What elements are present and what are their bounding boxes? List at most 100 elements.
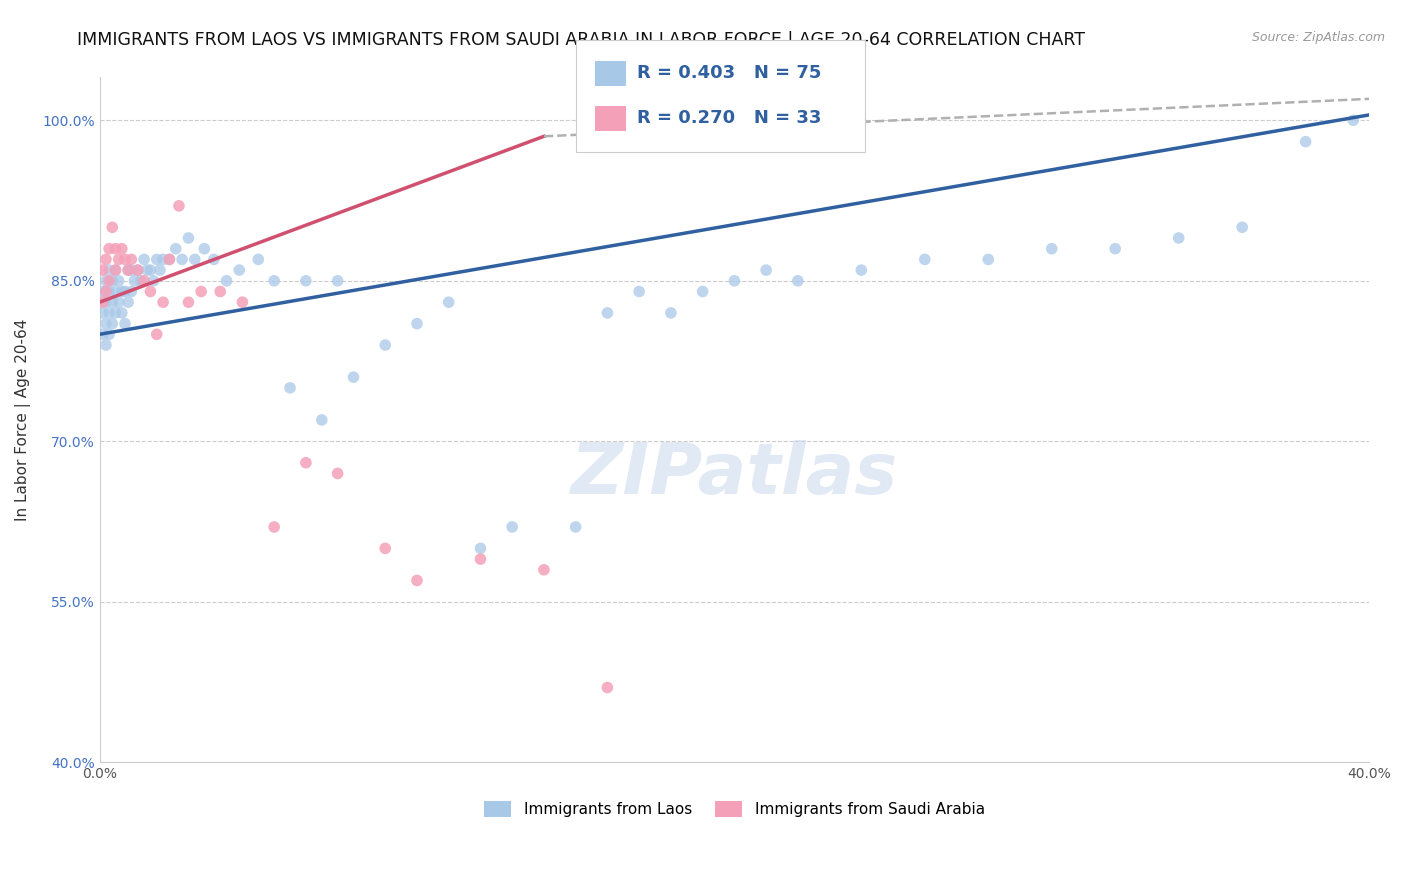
- Point: [104, 242, 127, 256]
- Point: [114, 285, 136, 299]
- Point: [202, 252, 225, 267]
- Point: [139, 263, 162, 277]
- Point: [228, 263, 250, 277]
- Point: [295, 456, 318, 470]
- Point: [91, 295, 114, 310]
- Point: [98, 274, 121, 288]
- Point: [117, 295, 139, 310]
- Point: [136, 263, 159, 277]
- Y-axis label: In Labor Force | Age 20-64: In Labor Force | Age 20-64: [15, 318, 31, 521]
- Point: [152, 295, 174, 310]
- Point: [247, 252, 270, 267]
- Point: [94, 295, 117, 310]
- Point: [470, 541, 492, 556]
- Point: [139, 285, 162, 299]
- Point: [167, 199, 190, 213]
- Point: [91, 285, 114, 299]
- Point: [406, 317, 429, 331]
- Point: [104, 285, 127, 299]
- Point: [165, 242, 187, 256]
- Point: [177, 295, 200, 310]
- Point: [193, 242, 215, 256]
- Point: [145, 327, 167, 342]
- Point: [98, 285, 121, 299]
- Point: [157, 252, 180, 267]
- Point: [111, 285, 134, 299]
- Point: [94, 317, 117, 331]
- Text: R = 0.270   N = 33: R = 0.270 N = 33: [637, 110, 821, 128]
- Point: [111, 306, 134, 320]
- Point: [101, 295, 124, 310]
- Point: [127, 263, 149, 277]
- Point: [326, 274, 349, 288]
- Point: [596, 306, 619, 320]
- Point: [132, 274, 155, 288]
- Point: [755, 263, 778, 277]
- Point: [107, 252, 129, 267]
- Point: [501, 520, 523, 534]
- Point: [231, 295, 253, 310]
- Point: [127, 263, 149, 277]
- Text: IMMIGRANTS FROM LAOS VS IMMIGRANTS FROM SAUDI ARABIA IN LABOR FORCE | AGE 20-64 : IMMIGRANTS FROM LAOS VS IMMIGRANTS FROM …: [77, 31, 1085, 49]
- Point: [104, 263, 127, 277]
- Point: [91, 263, 114, 277]
- Point: [1341, 113, 1364, 128]
- Point: [215, 274, 238, 288]
- Point: [101, 274, 124, 288]
- Point: [295, 274, 318, 288]
- Point: [145, 252, 167, 267]
- Point: [311, 413, 333, 427]
- Point: [98, 306, 121, 320]
- Point: [184, 252, 207, 267]
- Point: [94, 252, 117, 267]
- Point: [157, 252, 180, 267]
- Point: [374, 541, 396, 556]
- Point: [98, 242, 121, 256]
- Point: [101, 220, 124, 235]
- Legend: Immigrants from Laos, Immigrants from Saudi Arabia: Immigrants from Laos, Immigrants from Sa…: [478, 795, 991, 823]
- Point: [114, 252, 136, 267]
- Point: [326, 467, 349, 481]
- Point: [723, 274, 745, 288]
- Point: [628, 285, 651, 299]
- Point: [786, 274, 808, 288]
- Point: [533, 563, 555, 577]
- Point: [120, 252, 142, 267]
- Point: [437, 295, 460, 310]
- Point: [94, 285, 117, 299]
- Point: [172, 252, 194, 267]
- Point: [117, 263, 139, 277]
- Point: [596, 681, 619, 695]
- Point: [1167, 231, 1189, 245]
- Point: [94, 274, 117, 288]
- Point: [851, 263, 873, 277]
- Point: [94, 338, 117, 352]
- Point: [177, 231, 200, 245]
- Point: [564, 520, 586, 534]
- Point: [142, 274, 165, 288]
- Point: [659, 306, 682, 320]
- Point: [101, 317, 124, 331]
- Point: [111, 242, 134, 256]
- Point: [98, 263, 121, 277]
- Text: R = 0.403   N = 75: R = 0.403 N = 75: [637, 64, 821, 82]
- Point: [98, 327, 121, 342]
- Text: Source: ZipAtlas.com: Source: ZipAtlas.com: [1251, 31, 1385, 45]
- Point: [152, 252, 174, 267]
- Point: [374, 338, 396, 352]
- Point: [1230, 220, 1253, 235]
- Point: [977, 252, 1000, 267]
- Point: [104, 306, 127, 320]
- Point: [120, 285, 142, 299]
- Point: [406, 574, 429, 588]
- Point: [117, 263, 139, 277]
- Point: [190, 285, 212, 299]
- Point: [120, 263, 142, 277]
- Point: [470, 552, 492, 566]
- Point: [342, 370, 364, 384]
- Point: [104, 263, 127, 277]
- Point: [263, 520, 285, 534]
- Point: [91, 306, 114, 320]
- Point: [914, 252, 936, 267]
- Point: [1040, 242, 1063, 256]
